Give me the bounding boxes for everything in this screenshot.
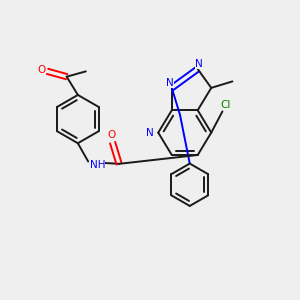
Text: NH: NH bbox=[90, 160, 105, 170]
Text: N: N bbox=[195, 59, 203, 69]
Text: O: O bbox=[37, 65, 45, 75]
Text: N: N bbox=[146, 128, 154, 138]
Text: O: O bbox=[107, 130, 115, 140]
Text: N: N bbox=[167, 78, 174, 88]
Text: Cl: Cl bbox=[221, 100, 231, 110]
